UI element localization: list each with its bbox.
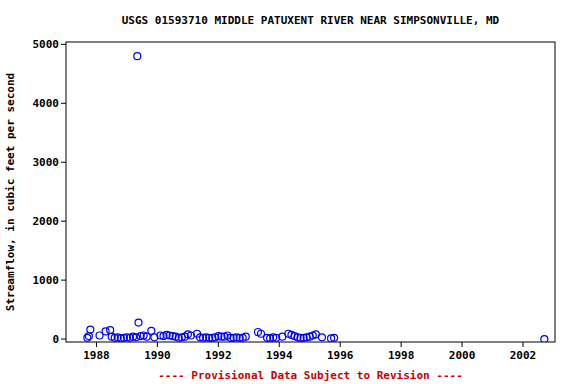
x-tick	[279, 342, 280, 347]
y-tick	[61, 44, 66, 45]
y-axis-label: Streamflow, in cubic feet per second	[4, 73, 17, 311]
point	[331, 334, 338, 341]
y-tick-label: 4000	[33, 97, 60, 110]
x-tick-label: 1990	[144, 349, 171, 362]
x-tick	[462, 342, 463, 347]
x-tick-label: 2002	[510, 349, 537, 362]
x-tick-label: 1992	[205, 349, 232, 362]
point	[107, 327, 114, 334]
y-tick	[61, 221, 66, 222]
point	[87, 326, 94, 333]
y-tick-label: 5000	[33, 38, 60, 51]
point	[135, 319, 142, 326]
x-tick-label: 1988	[83, 349, 110, 362]
x-tick	[523, 342, 524, 347]
x-tick	[157, 342, 158, 347]
y-tick	[61, 103, 66, 104]
x-tick	[96, 342, 97, 347]
y-tick	[61, 280, 66, 281]
x-tick-label: 2000	[449, 349, 476, 362]
point	[134, 53, 141, 60]
y-tick-label: 1000	[33, 274, 60, 287]
x-tick-label: 1998	[388, 349, 415, 362]
chart: USGS 01593710 MIDDLE PATUXENT RIVER NEAR…	[0, 0, 576, 384]
x-tick-label: 1996	[327, 349, 354, 362]
y-tick	[61, 339, 66, 340]
points	[84, 53, 548, 342]
y-tick-label: 2000	[33, 215, 60, 228]
point	[318, 334, 325, 341]
x-tick	[218, 342, 219, 347]
x-tick	[340, 342, 341, 347]
plot-frame	[66, 42, 555, 342]
annotation: ---- Provisional Data Subject to Revisio…	[158, 369, 463, 382]
x-tick	[401, 342, 402, 347]
point	[242, 333, 249, 340]
y-tick-label: 3000	[33, 156, 60, 169]
y-tick	[61, 162, 66, 163]
point	[85, 333, 92, 340]
point	[541, 336, 548, 342]
point	[102, 328, 109, 335]
point	[133, 334, 140, 341]
x-tick-label: 1994	[266, 349, 293, 362]
title: USGS 01593710 MIDDLE PATUXENT RIVER NEAR…	[122, 14, 500, 27]
y-tick-label: 0	[52, 333, 59, 346]
